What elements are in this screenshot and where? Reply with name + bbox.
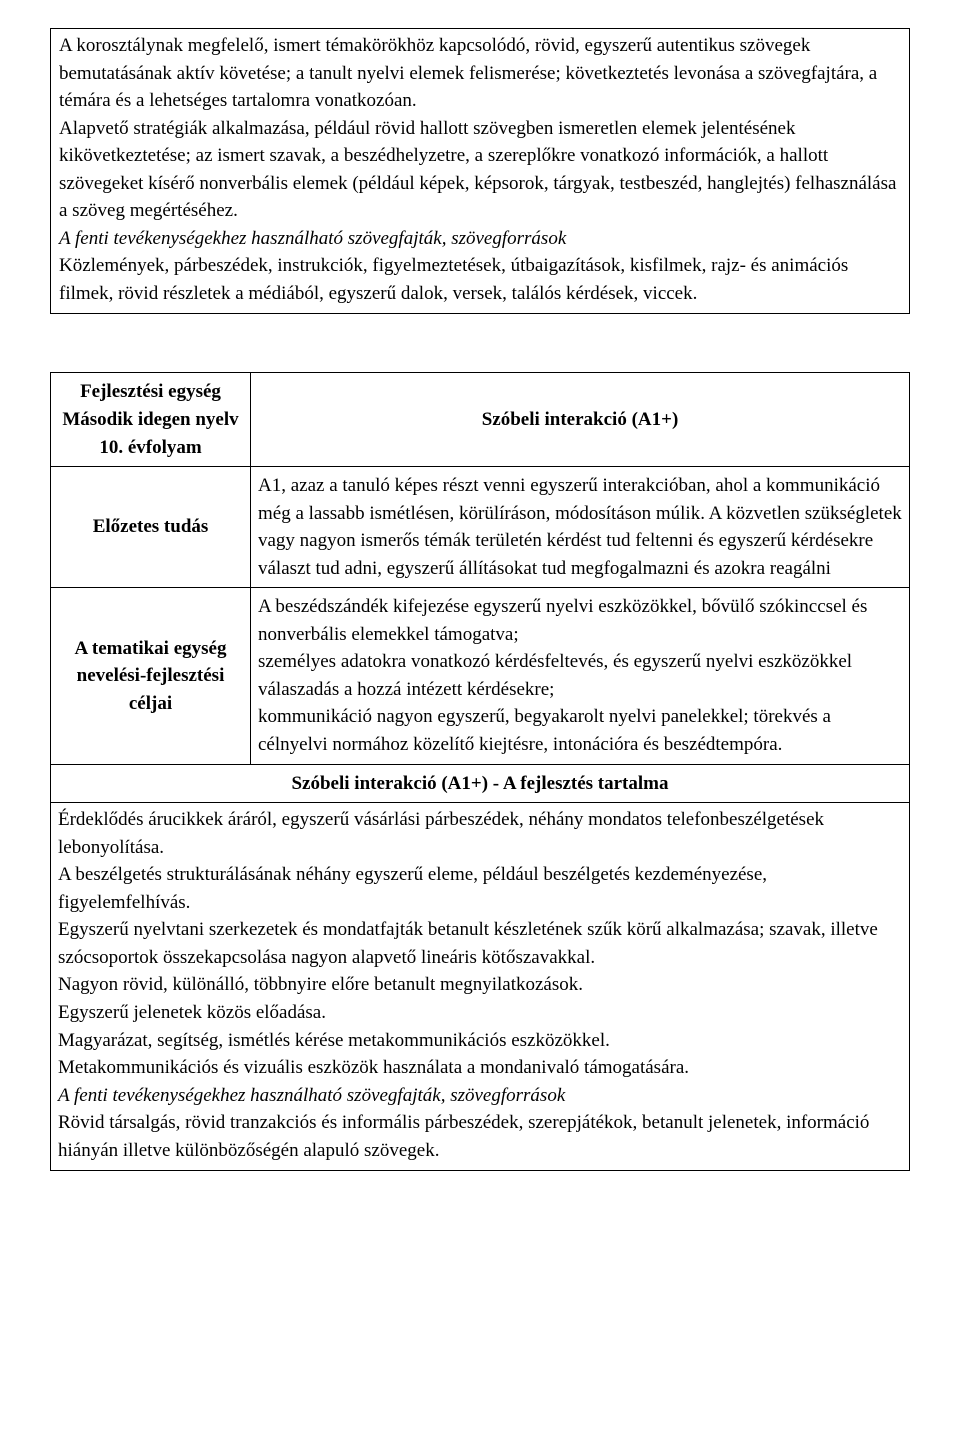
row-label-goals: A tematikai egység nevelési-fejlesztési … [51, 588, 251, 764]
content-paragraph: Magyarázat, segítség, ismétlés kérése me… [58, 1027, 902, 1055]
content-paragraph: Nagyon rövid, különálló, többnyire előre… [58, 971, 902, 999]
row-content-prior-knowledge: A1, azaz a tanuló képes részt venni egys… [251, 467, 910, 588]
header-unit-cell: Fejlesztési egység Második idegen nyelv … [51, 373, 251, 467]
content-paragraph-italic: A fenti tevékenységekhez használható szö… [58, 1082, 902, 1110]
paragraph: Közlemények, párbeszédek, instrukciók, f… [59, 252, 901, 307]
content-paragraph: Egyszerű nyelvtani szerkezetek és mondat… [58, 916, 902, 971]
row-content-goals: A beszédszándék kifejezése egyszerű nyel… [251, 588, 910, 764]
content-cell: Érdeklődés árucikkek áráról, egyszerű vá… [51, 803, 910, 1171]
curriculum-table: Fejlesztési egység Második idegen nyelv … [50, 372, 910, 1171]
content-paragraph: Egyszerű jelenetek közös előadása. [58, 999, 902, 1027]
content-paragraph: Metakommunikációs és vizuális eszközök h… [58, 1054, 902, 1082]
subheader-cell: Szóbeli interakció (A1+) - A fejlesztés … [51, 764, 910, 803]
header-unit-line3: 10. évfolyam [58, 434, 243, 462]
goals-text: A beszédszándék kifejezése egyszerű nyel… [258, 593, 902, 758]
paragraph: A korosztálynak megfelelő, ismert témakö… [59, 32, 901, 115]
header-title-cell: Szóbeli interakció (A1+) [251, 373, 910, 467]
paragraph: Alapvető stratégiák alkalmazása, például… [59, 115, 901, 225]
header-unit-line2: Második idegen nyelv [58, 406, 243, 434]
content-paragraph: A beszélgetés strukturálásának néhány eg… [58, 861, 902, 916]
top-text-box: A korosztálynak megfelelő, ismert témakö… [50, 28, 910, 314]
row-label-prior-knowledge: Előzetes tudás [51, 467, 251, 588]
content-paragraph: Rövid társalgás, rövid tranzakciós és in… [58, 1109, 902, 1164]
header-unit-line1: Fejlesztési egység [58, 378, 243, 406]
content-paragraph: Érdeklődés árucikkek áráról, egyszerű vá… [58, 806, 902, 861]
paragraph-italic: A fenti tevékenységekhez használható szö… [59, 225, 901, 253]
